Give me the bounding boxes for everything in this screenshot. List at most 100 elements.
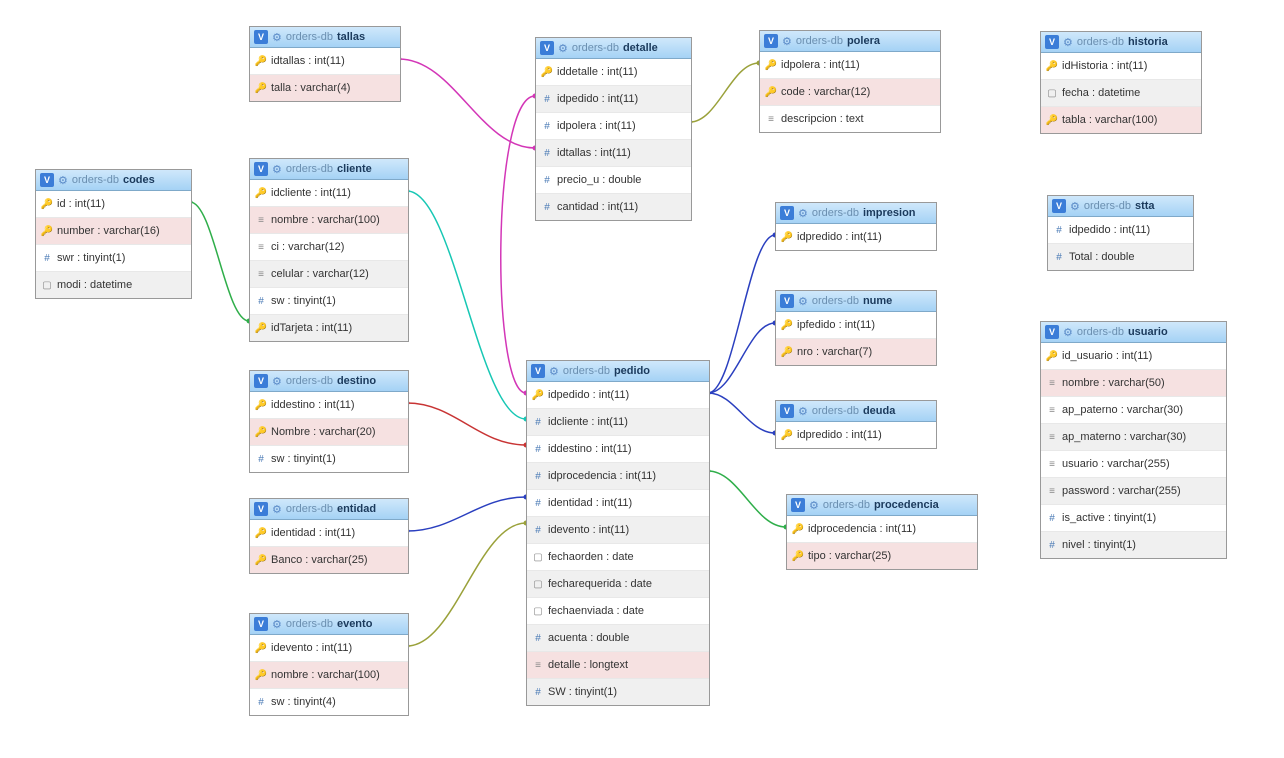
column-row[interactable]: 🔑tipo : varchar(25) <box>787 543 977 569</box>
column-row[interactable]: 🔑nro : varchar(7) <box>776 339 936 365</box>
column-row[interactable]: 🔑tabla : varchar(100) <box>1041 107 1201 133</box>
table-procedencia[interactable]: V⚙orders-db procedencia🔑idprocedencia : … <box>786 494 978 570</box>
table-detalle[interactable]: V⚙orders-db detalle🔑iddetalle : int(11)#… <box>535 37 692 221</box>
column-row[interactable]: #idtallas : int(11) <box>536 140 691 167</box>
column-row[interactable]: #idpedido : int(11) <box>536 86 691 113</box>
column-row[interactable]: 🔑idtallas : int(11) <box>250 48 400 75</box>
column-row[interactable]: #is_active : tinyint(1) <box>1041 505 1226 532</box>
column-row[interactable]: ≡usuario : varchar(255) <box>1041 451 1226 478</box>
gear-icon[interactable]: ⚙ <box>809 499 819 512</box>
table-header[interactable]: V⚙orders-db deuda <box>776 401 936 422</box>
column-row[interactable]: ≡ap_paterno : varchar(30) <box>1041 397 1226 424</box>
gear-icon[interactable]: ⚙ <box>272 503 282 516</box>
column-row[interactable]: 🔑talla : varchar(4) <box>250 75 400 101</box>
table-polera[interactable]: V⚙orders-db polera🔑idpolera : int(11)🔑co… <box>759 30 941 133</box>
column-row[interactable]: #nivel : tinyint(1) <box>1041 532 1226 558</box>
gear-icon[interactable]: ⚙ <box>798 207 808 220</box>
column-row[interactable]: ▢modi : datetime <box>36 272 191 298</box>
table-tallas[interactable]: V⚙orders-db tallas🔑idtallas : int(11)🔑ta… <box>249 26 401 102</box>
table-nume[interactable]: V⚙orders-db nume🔑ipfedido : int(11)🔑nro … <box>775 290 937 366</box>
column-row[interactable]: 🔑id : int(11) <box>36 191 191 218</box>
table-destino[interactable]: V⚙orders-db destino🔑iddestino : int(11)🔑… <box>249 370 409 473</box>
table-header[interactable]: V⚙orders-db destino <box>250 371 408 392</box>
column-row[interactable]: #sw : tinyint(1) <box>250 288 408 315</box>
column-row[interactable]: ≡celular : varchar(12) <box>250 261 408 288</box>
gear-icon[interactable]: ⚙ <box>1063 36 1073 49</box>
gear-icon[interactable]: ⚙ <box>782 35 792 48</box>
column-row[interactable]: ▢fechaenviada : date <box>527 598 709 625</box>
column-row[interactable]: #acuenta : double <box>527 625 709 652</box>
column-row[interactable]: #cantidad : int(11) <box>536 194 691 220</box>
column-row[interactable]: 🔑idpredido : int(11) <box>776 422 936 448</box>
column-row[interactable]: 🔑idevento : int(11) <box>250 635 408 662</box>
column-row[interactable]: ▢fecha : datetime <box>1041 80 1201 107</box>
column-row[interactable]: ≡detalle : longtext <box>527 652 709 679</box>
column-row[interactable]: #sw : tinyint(4) <box>250 689 408 715</box>
column-row[interactable]: 🔑iddetalle : int(11) <box>536 59 691 86</box>
table-header[interactable]: V⚙orders-db impresion <box>776 203 936 224</box>
column-row[interactable]: 🔑idpredido : int(11) <box>776 224 936 250</box>
table-entidad[interactable]: V⚙orders-db entidad🔑identidad : int(11)🔑… <box>249 498 409 574</box>
gear-icon[interactable]: ⚙ <box>1070 200 1080 213</box>
table-header[interactable]: V⚙orders-db cliente <box>250 159 408 180</box>
table-header[interactable]: V⚙orders-db evento <box>250 614 408 635</box>
column-row[interactable]: ≡nombre : varchar(50) <box>1041 370 1226 397</box>
column-row[interactable]: 🔑idpolera : int(11) <box>760 52 940 79</box>
table-header[interactable]: V⚙orders-db entidad <box>250 499 408 520</box>
table-header[interactable]: V⚙orders-db procedencia <box>787 495 977 516</box>
gear-icon[interactable]: ⚙ <box>558 42 568 55</box>
table-deuda[interactable]: V⚙orders-db deuda🔑idpredido : int(11) <box>775 400 937 449</box>
column-row[interactable]: ≡ap_materno : varchar(30) <box>1041 424 1226 451</box>
column-row[interactable]: ≡nombre : varchar(100) <box>250 207 408 234</box>
column-row[interactable]: #idcliente : int(11) <box>527 409 709 436</box>
column-row[interactable]: #identidad : int(11) <box>527 490 709 517</box>
gear-icon[interactable]: ⚙ <box>1063 326 1073 339</box>
table-header[interactable]: V⚙orders-db polera <box>760 31 940 52</box>
column-row[interactable]: #idpedido : int(11) <box>1048 217 1193 244</box>
gear-icon[interactable]: ⚙ <box>549 365 559 378</box>
column-row[interactable]: #idprocedencia : int(11) <box>527 463 709 490</box>
column-row[interactable]: #SW : tinyint(1) <box>527 679 709 705</box>
column-row[interactable]: 🔑Banco : varchar(25) <box>250 547 408 573</box>
column-row[interactable]: ▢fechaorden : date <box>527 544 709 571</box>
column-row[interactable]: 🔑nombre : varchar(100) <box>250 662 408 689</box>
table-historia[interactable]: V⚙orders-db historia🔑idHistoria : int(11… <box>1040 31 1202 134</box>
column-row[interactable]: #sw : tinyint(1) <box>250 446 408 472</box>
column-row[interactable]: #idpolera : int(11) <box>536 113 691 140</box>
column-row[interactable]: 🔑iddestino : int(11) <box>250 392 408 419</box>
gear-icon[interactable]: ⚙ <box>272 31 282 44</box>
gear-icon[interactable]: ⚙ <box>58 174 68 187</box>
column-row[interactable]: ≡password : varchar(255) <box>1041 478 1226 505</box>
column-row[interactable]: 🔑idprocedencia : int(11) <box>787 516 977 543</box>
gear-icon[interactable]: ⚙ <box>272 618 282 631</box>
column-row[interactable]: 🔑idHistoria : int(11) <box>1041 53 1201 80</box>
table-pedido[interactable]: V⚙orders-db pedido🔑idpedido : int(11)#id… <box>526 360 710 706</box>
table-stta[interactable]: V⚙orders-db stta#idpedido : int(11)#Tota… <box>1047 195 1194 271</box>
column-row[interactable]: #swr : tinyint(1) <box>36 245 191 272</box>
gear-icon[interactable]: ⚙ <box>272 163 282 176</box>
column-row[interactable]: #idevento : int(11) <box>527 517 709 544</box>
column-row[interactable]: 🔑ipfedido : int(11) <box>776 312 936 339</box>
column-row[interactable]: 🔑Nombre : varchar(20) <box>250 419 408 446</box>
gear-icon[interactable]: ⚙ <box>272 375 282 388</box>
column-row[interactable]: #precio_u : double <box>536 167 691 194</box>
column-row[interactable]: 🔑number : varchar(16) <box>36 218 191 245</box>
column-row[interactable]: 🔑code : varchar(12) <box>760 79 940 106</box>
table-codes[interactable]: V⚙orders-db codes🔑id : int(11)🔑number : … <box>35 169 192 299</box>
column-row[interactable]: ≡ci : varchar(12) <box>250 234 408 261</box>
gear-icon[interactable]: ⚙ <box>798 405 808 418</box>
table-evento[interactable]: V⚙orders-db evento🔑idevento : int(11)🔑no… <box>249 613 409 716</box>
table-header[interactable]: V⚙orders-db stta <box>1048 196 1193 217</box>
table-impresion[interactable]: V⚙orders-db impresion🔑idpredido : int(11… <box>775 202 937 251</box>
table-header[interactable]: V⚙orders-db pedido <box>527 361 709 382</box>
column-row[interactable]: 🔑idTarjeta : int(11) <box>250 315 408 341</box>
column-row[interactable]: ≡descripcion : text <box>760 106 940 132</box>
table-header[interactable]: V⚙orders-db nume <box>776 291 936 312</box>
column-row[interactable]: 🔑id_usuario : int(11) <box>1041 343 1226 370</box>
column-row[interactable]: ▢fecharequerida : date <box>527 571 709 598</box>
column-row[interactable]: 🔑identidad : int(11) <box>250 520 408 547</box>
table-header[interactable]: V⚙orders-db historia <box>1041 32 1201 53</box>
table-header[interactable]: V⚙orders-db tallas <box>250 27 400 48</box>
column-row[interactable]: 🔑idpedido : int(11) <box>527 382 709 409</box>
gear-icon[interactable]: ⚙ <box>798 295 808 308</box>
